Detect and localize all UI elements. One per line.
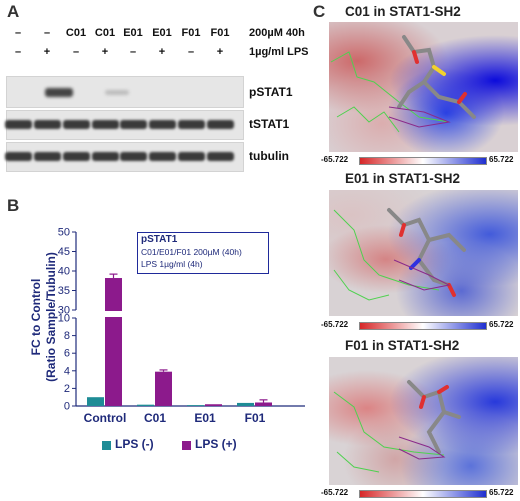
colorbar-min-c01: -65.722 [321,155,349,164]
y-tick-label-45: 45 [58,246,70,258]
y-tick-label-8: 8 [64,330,70,342]
compound-label-lane-6: E01 [152,27,172,39]
lps-sign-lane-4: + [101,46,109,58]
y-tick-label-10: 10 [58,313,70,325]
tstat1-band-lane-7 [178,120,205,129]
tstat1-blot [5,110,244,140]
legend-swatch-lps-neg [102,441,111,450]
pstat1-band-control-lps [45,88,73,97]
lps-sign-lane-3: – [72,46,80,58]
tubulin-band-lane-8 [207,152,234,161]
tstat1-band-lane-2 [34,120,61,129]
structure-title-f01: F01 in STAT1-SH2 [345,338,460,353]
ligand-sticks-c01 [330,35,476,133]
compound-label-lane-4: C01 [94,27,116,39]
tubulin-band-lane-1 [5,152,32,161]
y-tick-label-50: 50 [58,227,70,239]
lps-condition-label: 1µg/ml LPS [249,46,309,58]
colorbar-c01 [359,157,487,165]
chart-legend-box: pSTAT1 C01/E01/F01 200µM (40h) LPS 1µg/m… [137,232,269,274]
legend-box-line2: LPS 1µg/ml (4h) [141,259,203,269]
legend-label-lps-pos: LPS (+) [195,437,237,451]
bar-chart: FC to Control (Ratio Sample/Tubulin) 0 2 4… [29,227,305,425]
compound-label-lane-8: F01 [210,27,230,39]
tstat1-band-lane-4 [92,120,119,129]
tubulin-band-lane-3 [63,152,90,161]
y-axis-label-line1: FC to Control [29,279,43,356]
y-tick-label-6: 6 [64,348,70,360]
ligand-sticks-e01 [333,208,466,301]
lps-sign-lane-6: + [158,46,166,58]
tstat1-band-lane-5 [120,120,147,129]
colorbar-max-f01: 65.722 [489,488,514,497]
panel-c-letter: C [313,2,326,21]
structure-image-f01 [329,357,518,485]
x-tick-label-e01: E01 [194,411,216,425]
bar-f01-lps-pos [255,402,272,406]
x-tick-label-f01: F01 [245,411,266,425]
tubulin-band-lane-2 [34,152,61,161]
lps-sign-lane-5: – [129,46,137,58]
y-tick-label-40: 40 [58,266,70,278]
colorbar-f01 [359,490,487,498]
legend-label-lps-neg: LPS (-) [115,437,154,451]
tstat1-blot-label: tSTAT1 [249,117,290,131]
y-tick-label-4: 4 [64,365,70,377]
bar-f01-lps-neg [237,402,254,406]
tstat1-band-lane-1 [5,120,32,129]
tstat1-band-lane-3 [63,120,90,129]
structure-image-c01 [329,22,518,152]
panel-b-letter: B [7,196,20,215]
colorbar-min-f01: -65.722 [321,488,349,497]
lps-sign-lane-2: + [43,46,51,58]
tubulin-band-lane-7 [178,152,205,161]
pstat1-band-c01-lps [105,90,129,95]
compound-label-lane-7: F01 [181,27,201,39]
tstat1-band-lane-8 [207,120,234,129]
structure-image-e01 [329,190,518,316]
lps-sign-lane-1: – [14,46,22,58]
lps-sign-lane-7: – [187,46,195,58]
legend-box-line1: C01/E01/F01 200µM (40h) [141,247,242,257]
lps-sign-lane-8: + [216,46,224,58]
tubulin-blot-label: tubulin [249,149,289,163]
compound-dash-lane-1: – [14,27,22,39]
bar-c01-lps-neg [137,404,154,406]
y-tick-label-0: 0 [64,401,70,413]
bar-control-lps-neg [87,397,104,406]
y-tick-label-35: 35 [58,285,70,297]
structure-title-e01: E01 in STAT1-SH2 [345,171,461,186]
tubulin-band-lane-4 [92,152,119,161]
y-tick-label-2: 2 [64,383,70,395]
axis-break-gap [84,311,129,317]
pstat1-blot [6,76,244,108]
pstat1-blot-label: pSTAT1 [249,85,293,99]
legend-box-title: pSTAT1 [141,234,178,245]
colorbar-max-c01: 65.722 [489,155,514,164]
compound-label-lane-5: E01 [123,27,143,39]
y-axis-label-line2: (Ratio Sample/Tubulin) [44,252,58,382]
compound-dash-lane-2: – [43,27,51,39]
legend-swatch-lps-pos [182,441,191,450]
y-tick-label-30: 30 [58,305,70,317]
bar-e01-lps-pos [205,404,222,406]
bar-c01-lps-pos [155,371,172,406]
panel-a-letter: A [7,2,20,21]
tstat1-band-lane-6 [149,120,176,129]
tubulin-blot [5,142,244,172]
treatment-condition-label: 200µM 40h [249,27,305,39]
x-tick-label-c01: C01 [144,411,166,425]
bar-e01-lps-neg [187,405,204,406]
structure-title-c01: C01 in STAT1-SH2 [345,4,461,19]
ligand-sticks-f01 [333,380,461,473]
bar-control-lps-pos [105,278,122,406]
compound-label-lane-3: C01 [65,27,87,39]
colorbar-max-e01: 65.722 [489,320,514,329]
colorbar-min-e01: -65.722 [321,320,349,329]
colorbar-e01 [359,322,487,330]
x-tick-label-control: Control [84,411,127,425]
tubulin-band-lane-6 [149,152,176,161]
tubulin-band-lane-5 [120,152,147,161]
